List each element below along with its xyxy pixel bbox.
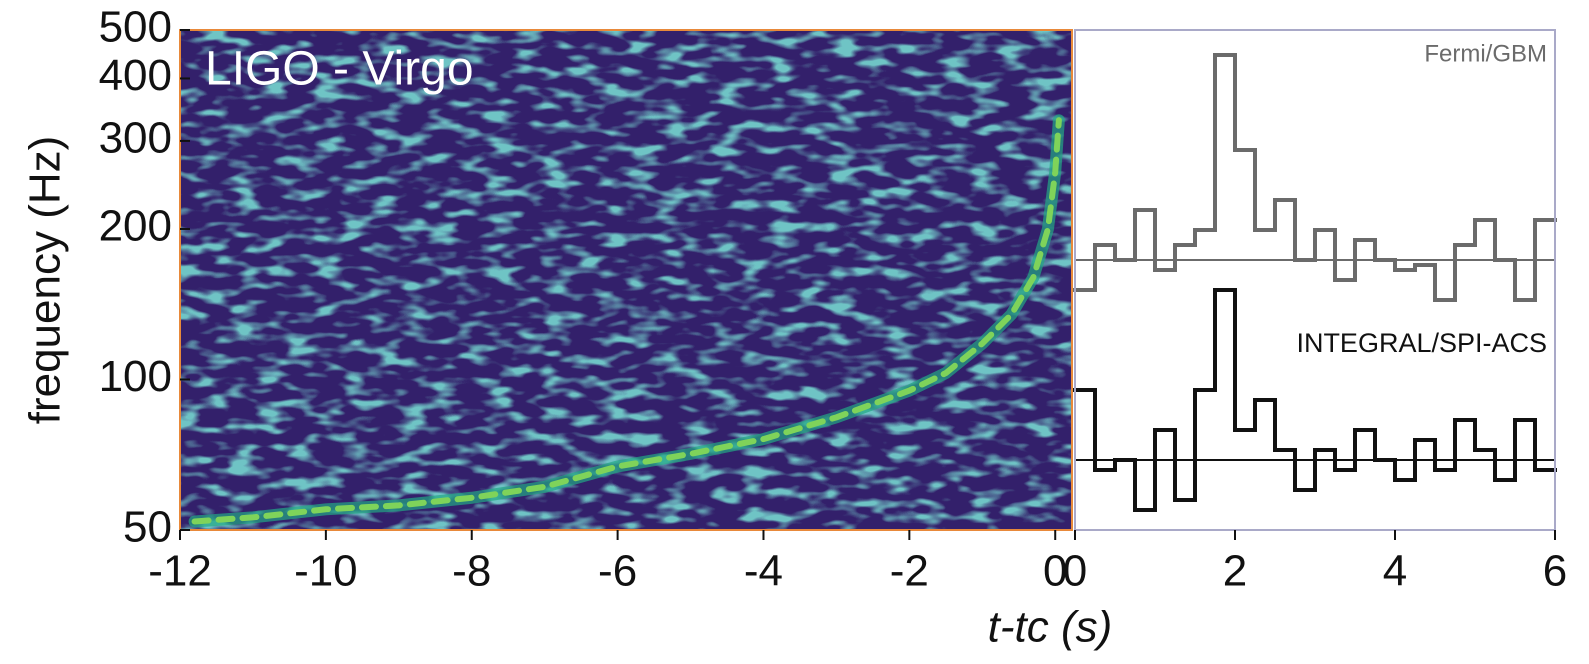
x-tick-label: 0 — [1043, 547, 1067, 596]
x-tick-label: -6 — [598, 547, 637, 596]
x-axis-label: t-tc (s) — [988, 603, 1113, 652]
frame — [1074, 29, 1556, 531]
chirp — [188, 114, 1065, 528]
x-tick-label: -2 — [890, 547, 929, 596]
annotation: LIGO - Virgo — [205, 43, 474, 96]
y-tick-label: 400 — [99, 51, 172, 100]
x-tick-label: 2 — [1223, 547, 1247, 596]
y-tick-label: 50 — [123, 503, 172, 552]
x-tick-label: -8 — [452, 547, 491, 596]
y-tick-label: 200 — [99, 202, 172, 251]
x-tick-label: 6 — [1543, 547, 1567, 596]
series-label: INTEGRAL/SPI-ACS — [1296, 328, 1547, 358]
x-tick-label: -4 — [744, 547, 783, 596]
chirp-track — [191, 117, 1062, 525]
x-tick-label: -12 — [148, 547, 212, 596]
y-axis-label: frequency (Hz) — [21, 136, 70, 425]
y-tick-label: 100 — [99, 352, 172, 401]
spectrogram-noise — [180, 30, 1072, 530]
x-tick-label: 4 — [1383, 547, 1407, 596]
spectrogram — [180, 30, 1072, 530]
frame — [179, 29, 1073, 531]
y-tick-label: 500 — [99, 3, 172, 52]
x-tick-label: -10 — [294, 547, 358, 596]
y-tick-label: 300 — [99, 114, 172, 163]
x-tick-label: 0 — [1063, 547, 1087, 596]
series-label: Fermi/GBM — [1424, 40, 1547, 67]
